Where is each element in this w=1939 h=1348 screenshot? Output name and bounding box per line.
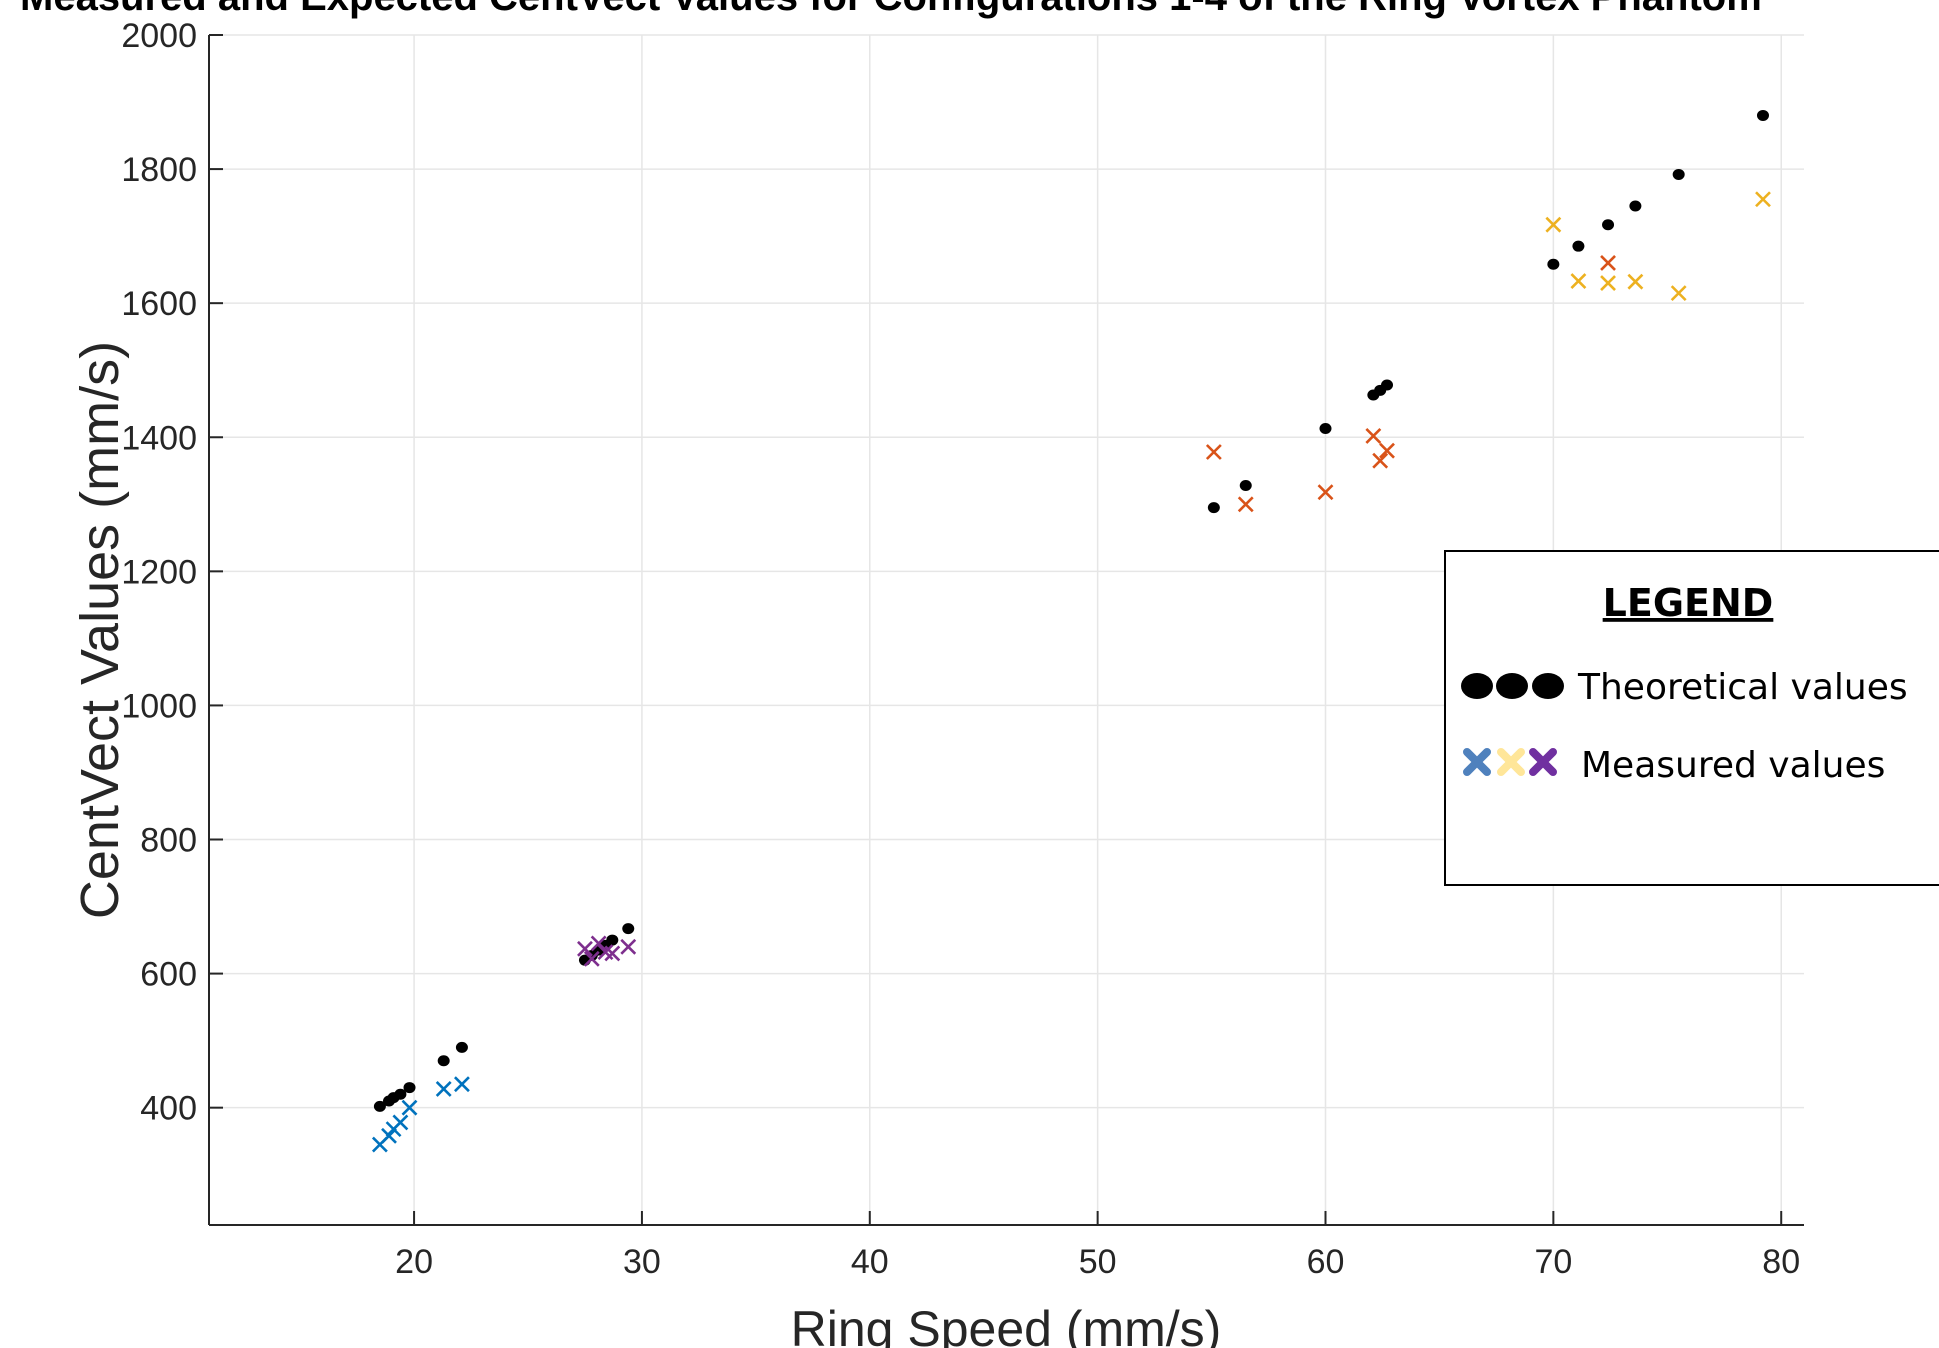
measured-point <box>1237 496 1254 513</box>
y-axis-label: CentVect Values (mm/s) <box>70 341 130 919</box>
legend-dot-3 <box>1532 673 1564 699</box>
theoretical-point <box>1672 168 1685 180</box>
theoretical-point <box>1239 480 1252 492</box>
measured-point <box>1755 191 1771 208</box>
theoretical-point <box>373 1100 386 1112</box>
y-tick-label: 1200 <box>121 553 197 591</box>
measured-point <box>577 940 593 957</box>
measured-point <box>1570 273 1587 289</box>
legend-x-marker <box>1497 748 1525 776</box>
measured-point <box>1600 275 1616 291</box>
y-tick-label: 400 <box>140 1090 197 1128</box>
theoretical-point <box>1756 109 1769 121</box>
legend: LEGEND Theoretical values Measured value… <box>1444 550 1939 886</box>
theoretical-point <box>394 1088 407 1100</box>
y-tick-label: 800 <box>140 822 197 860</box>
measured-point <box>583 950 600 967</box>
measured-point <box>1627 273 1644 290</box>
legend-x-marker <box>1529 748 1557 776</box>
y-tick-label: 600 <box>140 956 197 994</box>
x-tick-label: 60 <box>1307 1243 1345 1281</box>
measured-point <box>1317 484 1334 501</box>
theoretical-point <box>403 1082 416 1094</box>
axes <box>208 34 1804 1226</box>
x-tick-label: 70 <box>1534 1243 1572 1281</box>
theoretical-point <box>1207 502 1220 514</box>
chart-title: Measured and Expected CentVect Values fo… <box>20 0 1762 19</box>
theoretical-point <box>622 923 635 935</box>
theoretical-legend-marker <box>1461 673 1564 699</box>
x-tick-label: 20 <box>395 1243 433 1281</box>
theoretical-point <box>1629 200 1642 212</box>
y-tick-label: 1000 <box>121 687 197 725</box>
measured-point <box>590 935 607 952</box>
measured-point <box>1600 255 1616 271</box>
measured-point <box>1205 444 1222 460</box>
theoretical-point <box>437 1055 450 1067</box>
x-tick-label: 40 <box>851 1243 889 1281</box>
x-tick-label: 30 <box>623 1243 661 1281</box>
theoretical-point <box>455 1041 468 1053</box>
measured-point <box>435 1080 452 1097</box>
measured-point <box>604 945 621 962</box>
measured-point <box>620 938 637 955</box>
measured-point <box>1379 442 1395 459</box>
measured-point <box>381 1127 397 1144</box>
theoretical-point <box>606 934 619 946</box>
x-tick-label: 80 <box>1762 1243 1800 1281</box>
x-tick-label: 50 <box>1079 1243 1117 1281</box>
legend-box <box>1444 550 1939 886</box>
legend-title: LEGEND <box>1603 581 1774 625</box>
measured-point <box>1670 285 1687 302</box>
y-tick-label: 1800 <box>121 151 197 189</box>
legend-x-marker <box>1463 748 1491 776</box>
y-tick-label: 1600 <box>121 285 197 323</box>
measured-point <box>401 1099 418 1116</box>
x-tick-labels: 20 30 40 50 60 70 80 <box>395 1243 1800 1281</box>
legend-entry-measured: Measured values <box>1581 745 1885 786</box>
measured-point <box>392 1114 409 1131</box>
theoretical-point <box>1319 423 1332 435</box>
theoretical-point <box>1572 240 1585 252</box>
measured-point <box>1372 452 1389 469</box>
theoretical-point <box>1381 379 1394 391</box>
y-tick-labels: 400 600 800 1000 1200 1400 1600 1800 2000 <box>121 17 197 1128</box>
legend-dot-1 <box>1461 673 1493 699</box>
y-tick-label: 2000 <box>121 17 197 55</box>
theoretical-point <box>1602 219 1615 231</box>
data-points <box>371 109 1771 1153</box>
y-tick-label: 1400 <box>121 419 197 457</box>
measured-point <box>1545 216 1562 233</box>
measured-point <box>454 1076 470 1093</box>
measured-legend-marker <box>1463 748 1557 776</box>
legend-dot-2 <box>1496 673 1528 699</box>
x-axis-label: Ring Speed (mm/s) <box>791 1301 1222 1348</box>
measured-point <box>1365 427 1382 444</box>
legend-entry-theoretical: Theoretical values <box>1577 667 1908 708</box>
theoretical-point <box>1547 258 1560 270</box>
